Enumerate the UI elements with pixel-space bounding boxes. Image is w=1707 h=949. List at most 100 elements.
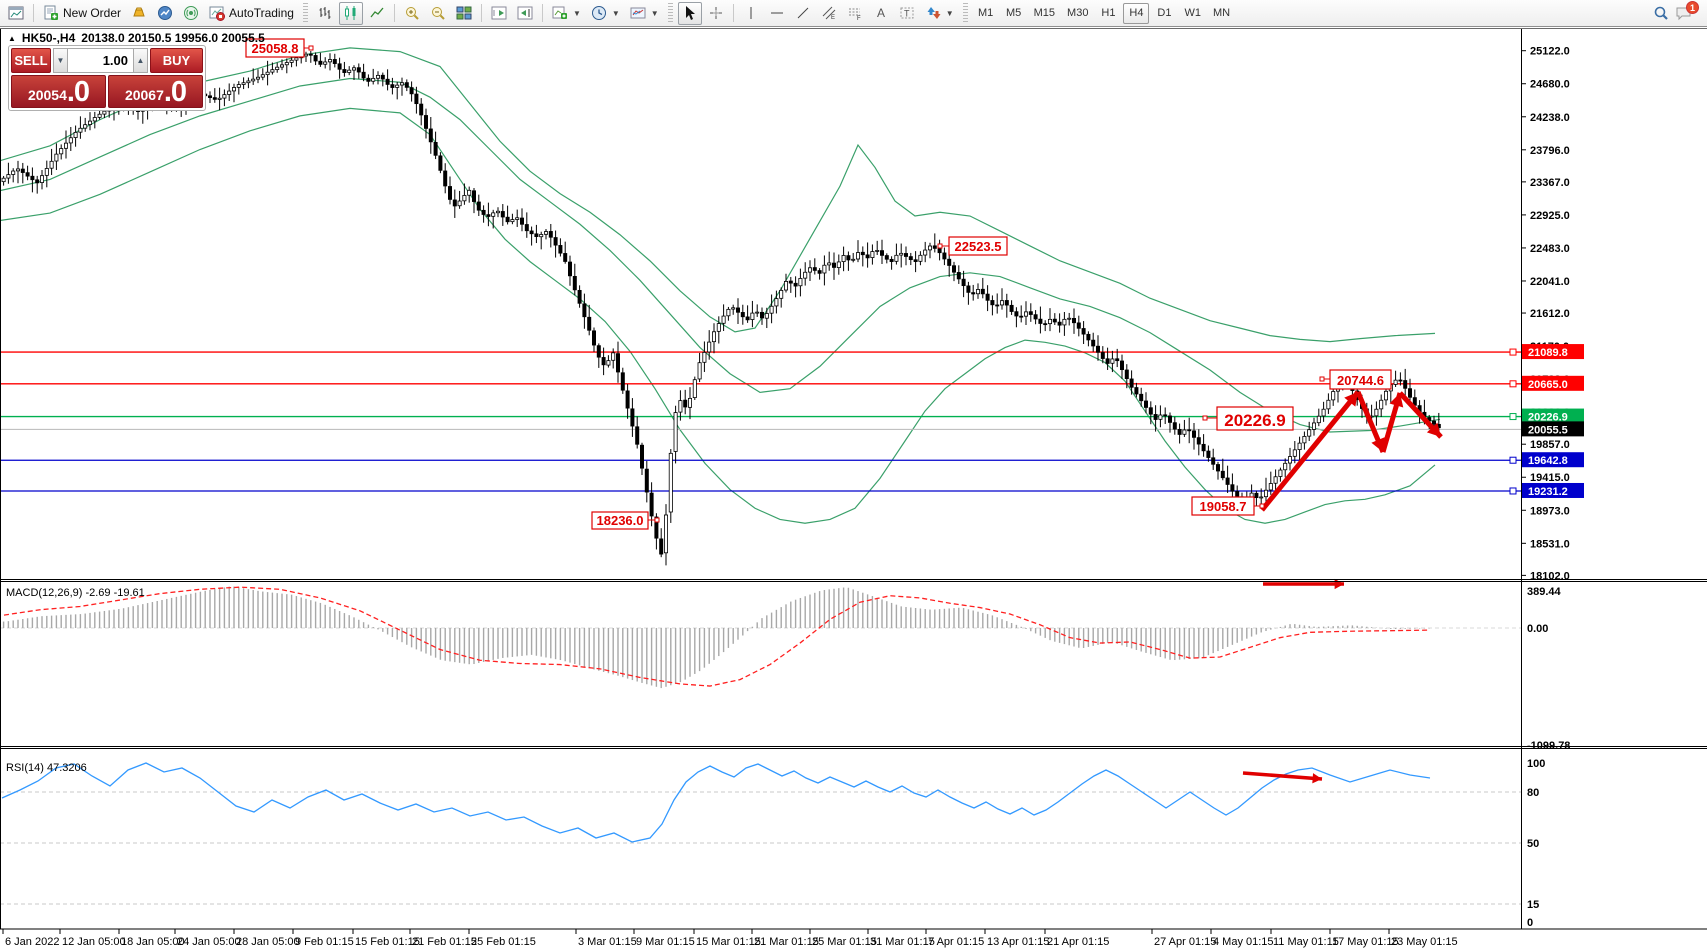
timeframe-button-M15[interactable]: M15	[1033, 7, 1056, 19]
market-watch-button[interactable]	[153, 2, 177, 25]
candle-body	[11, 170, 16, 175]
time-axis-label: 13 Apr 01:15	[987, 936, 1049, 948]
chat-button[interactable]: 1	[1675, 1, 1699, 21]
candle-body	[25, 172, 30, 177]
candle-body	[664, 514, 669, 554]
timeframe-button-M30[interactable]: M30	[1067, 7, 1089, 19]
candle-body	[577, 289, 582, 304]
candle-body	[78, 127, 83, 133]
timeframe-button-D1[interactable]: D1	[1157, 7, 1172, 19]
ask-price-fraction: .0	[163, 76, 187, 108]
arrows-tool-button[interactable]: ▼	[921, 2, 958, 25]
timeframe-button-M5[interactable]: M5	[1006, 7, 1022, 19]
candle-body	[1316, 415, 1321, 424]
candle-body	[246, 80, 251, 84]
candle-body	[1220, 470, 1225, 479]
candle-body	[414, 93, 419, 105]
level-line-handle	[1509, 348, 1517, 356]
dropdown-arrow-icon: ▼	[945, 8, 954, 18]
chart-shift-button[interactable]	[513, 2, 537, 25]
toolbar-separator	[33, 4, 34, 22]
trendline-tool-button[interactable]	[791, 2, 815, 25]
candle-body	[856, 252, 861, 260]
zoom-in-icon	[405, 7, 419, 20]
signals-button[interactable]	[179, 2, 203, 25]
timeframe-button-M1[interactable]: M1	[978, 7, 994, 19]
ohlc-label: 20138.0 20150.5 19956.0 20055.5	[81, 31, 265, 45]
ask-price-panel[interactable]: 20067 .0	[108, 75, 203, 108]
candle-body	[966, 285, 971, 293]
candle-body	[457, 200, 462, 207]
timeframe-button-MN[interactable]: MN	[1212, 7, 1231, 19]
candle-body	[380, 74, 385, 80]
auto-scroll-button[interactable]	[487, 2, 511, 25]
candle-body	[985, 293, 990, 301]
zoom-out-button[interactable]	[426, 2, 450, 25]
tile-windows-button[interactable]	[452, 2, 476, 25]
volume-input[interactable]	[68, 48, 133, 73]
candle-body	[563, 253, 568, 262]
line-chart-button[interactable]	[365, 2, 389, 25]
autotrading-label: AutoTrading	[229, 6, 294, 20]
time-axis-label: 24 Jan 05:00	[177, 936, 241, 948]
price-axis-tag	[1522, 375, 1584, 391]
crosshair-tool-button[interactable]	[704, 2, 728, 25]
timeframe-button-W1[interactable]: W1	[1184, 7, 1201, 19]
price-callout-box	[1216, 406, 1294, 431]
chat-badge: 1	[1686, 1, 1699, 14]
search-button[interactable]	[1649, 2, 1673, 25]
price-callout-text: 19058.7	[1200, 499, 1247, 514]
candle-body	[390, 84, 395, 88]
candle-body	[265, 71, 270, 76]
candle-body	[616, 353, 621, 373]
horizontal-line-tool-button[interactable]	[765, 2, 789, 25]
sell-button[interactable]: SELL	[11, 48, 51, 73]
volume-up-button[interactable]: ▲	[133, 48, 148, 73]
new-order-button[interactable]: New Order	[39, 2, 125, 25]
indicators-button[interactable]: ▼	[548, 2, 585, 25]
bid-price-panel[interactable]: 20054 .0	[11, 75, 106, 108]
timeframe-button-H4[interactable]: H4	[1123, 2, 1150, 24]
svg-text:T: T	[904, 9, 910, 19]
new-order-icon	[44, 5, 58, 20]
candle-body	[1225, 477, 1230, 485]
text-label-tool-button[interactable]: T	[895, 2, 919, 25]
candle-body	[582, 303, 587, 318]
candle-body	[1148, 407, 1153, 415]
candle-body	[515, 217, 520, 220]
autotrading-button[interactable]: AutoTrading	[205, 2, 298, 25]
zoom-in-button[interactable]	[400, 2, 424, 25]
time-axis-label: 6 Jan 2022	[5, 936, 59, 948]
candle-body	[49, 160, 54, 169]
candle-body	[630, 408, 635, 427]
bar-chart-button[interactable]	[313, 2, 337, 25]
gold-button[interactable]	[127, 2, 151, 25]
candle-body	[1124, 369, 1129, 379]
svg-text:F: F	[857, 16, 861, 21]
candle-body	[803, 271, 808, 279]
time-axis-label: 21 Apr 01:15	[1047, 936, 1109, 948]
price-axis-tick-label: 22925.0	[1530, 210, 1570, 222]
candle-body	[231, 87, 236, 92]
cursor-tool-button[interactable]	[677, 1, 702, 25]
templates-button[interactable]: ▼	[626, 2, 663, 25]
candle-body	[15, 168, 20, 172]
channel-tool-button[interactable]: E	[817, 2, 841, 25]
candle-body	[1120, 360, 1125, 371]
rsi-axis-label: 80	[1527, 787, 1539, 799]
price-axis-tag	[1522, 452, 1584, 468]
candlestick-chart-button[interactable]	[338, 1, 363, 25]
fibonacci-tool-button[interactable]: F	[843, 2, 867, 25]
vertical-line-tool-button[interactable]	[739, 2, 763, 25]
price-axis-tag-label: 20055.5	[1528, 424, 1568, 436]
candle-body	[44, 168, 49, 176]
candle-body	[553, 237, 558, 246]
buy-button[interactable]: BUY	[150, 48, 203, 73]
text-tool-button[interactable]: A	[869, 2, 893, 25]
volume-down-button[interactable]: ▼	[53, 48, 68, 73]
periods-button[interactable]: ▼	[587, 2, 624, 25]
timeframe-button-H1[interactable]: H1	[1101, 7, 1116, 19]
candle-body	[1000, 300, 1005, 306]
chart-window-button[interactable]	[4, 2, 28, 25]
